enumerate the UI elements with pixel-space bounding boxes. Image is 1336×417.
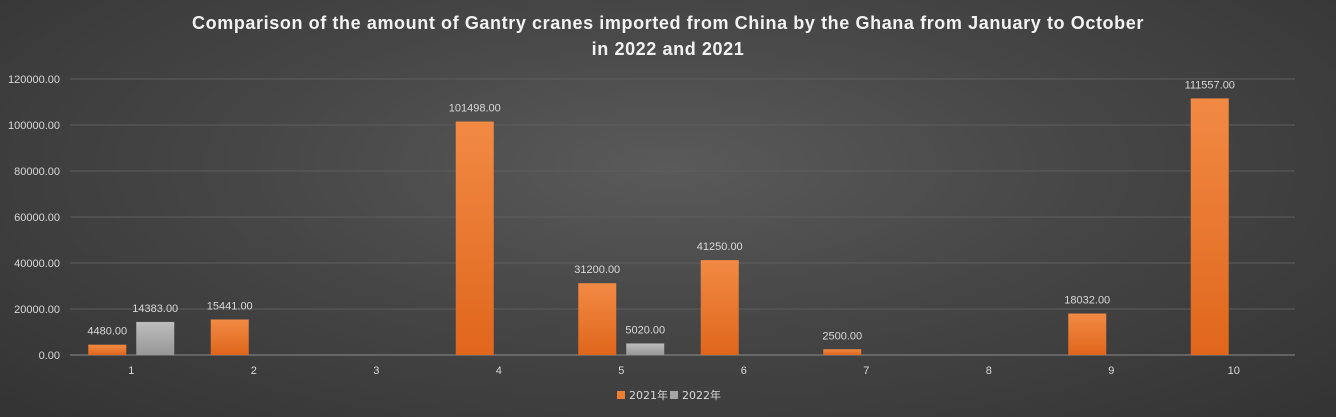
bar[interactable] — [578, 283, 617, 355]
x-axis: 1 2 3 4 5 6 7 8 9 10 — [128, 365, 1240, 377]
bar[interactable] — [88, 344, 127, 355]
x-tick-label: 3 — [373, 365, 379, 377]
x-tick-label: 8 — [986, 365, 992, 377]
bars — [88, 98, 1229, 356]
bar[interactable] — [1068, 313, 1107, 355]
y-axis: 0.00 20000.00 40000.00 60000.00 80000.00 1000… — [8, 74, 60, 362]
x-tick-label: 5 — [618, 365, 624, 377]
data-label: 101498.00 — [449, 103, 501, 115]
legend-swatch[interactable] — [617, 391, 625, 399]
data-label: 41250.00 — [697, 241, 743, 253]
bar[interactable] — [455, 121, 494, 356]
data-label: 18032.00 — [1064, 295, 1110, 307]
y-tick-label: 120000.00 — [8, 74, 60, 86]
data-label: 15441.00 — [207, 300, 253, 312]
chart-title: Comparison of the amount of Gantry crane… — [0, 10, 1336, 62]
data-label: 5020.00 — [625, 324, 665, 336]
x-tick-label: 2 — [251, 365, 257, 377]
data-label: 4480.00 — [87, 326, 127, 338]
y-tick-label: 100000.00 — [8, 120, 60, 132]
data-labels: 4480.00 14383.00 15441.00 101498.00 31200.00… — [87, 79, 1235, 342]
bar[interactable] — [136, 321, 175, 355]
data-label: 111557.00 — [1185, 79, 1235, 91]
legend-label[interactable]: 2022年 — [682, 388, 721, 402]
bar[interactable] — [823, 349, 862, 355]
x-tick-label: 9 — [1108, 365, 1114, 377]
legend[interactable]: 2021年 2022年 — [617, 388, 721, 402]
bar[interactable] — [210, 319, 249, 355]
data-label: 31200.00 — [574, 264, 620, 276]
legend-swatch[interactable] — [670, 391, 678, 399]
y-tick-label: 40000.00 — [14, 258, 60, 270]
x-tick-label: 7 — [863, 365, 869, 377]
x-tick-label: 4 — [496, 365, 502, 377]
chart-title-line1: Comparison of the amount of Gantry crane… — [192, 13, 1144, 33]
y-tick-label: 0.00 — [39, 350, 60, 362]
x-tick-label: 6 — [741, 365, 747, 377]
y-tick-label: 60000.00 — [14, 212, 60, 224]
bar[interactable] — [1190, 98, 1229, 356]
bar[interactable] — [626, 343, 665, 355]
x-tick-label: 1 — [128, 365, 134, 377]
data-label: 2500.00 — [822, 330, 862, 342]
gridlines — [70, 78, 1295, 356]
y-tick-label: 20000.00 — [14, 304, 60, 316]
bar[interactable] — [700, 260, 739, 355]
y-tick-label: 80000.00 — [14, 166, 60, 178]
x-tick-label: 10 — [1228, 365, 1240, 377]
data-label: 14383.00 — [132, 303, 178, 315]
chart-title-line2: in 2022 and 2021 — [591, 39, 745, 59]
legend-label[interactable]: 2021年 — [629, 388, 668, 402]
